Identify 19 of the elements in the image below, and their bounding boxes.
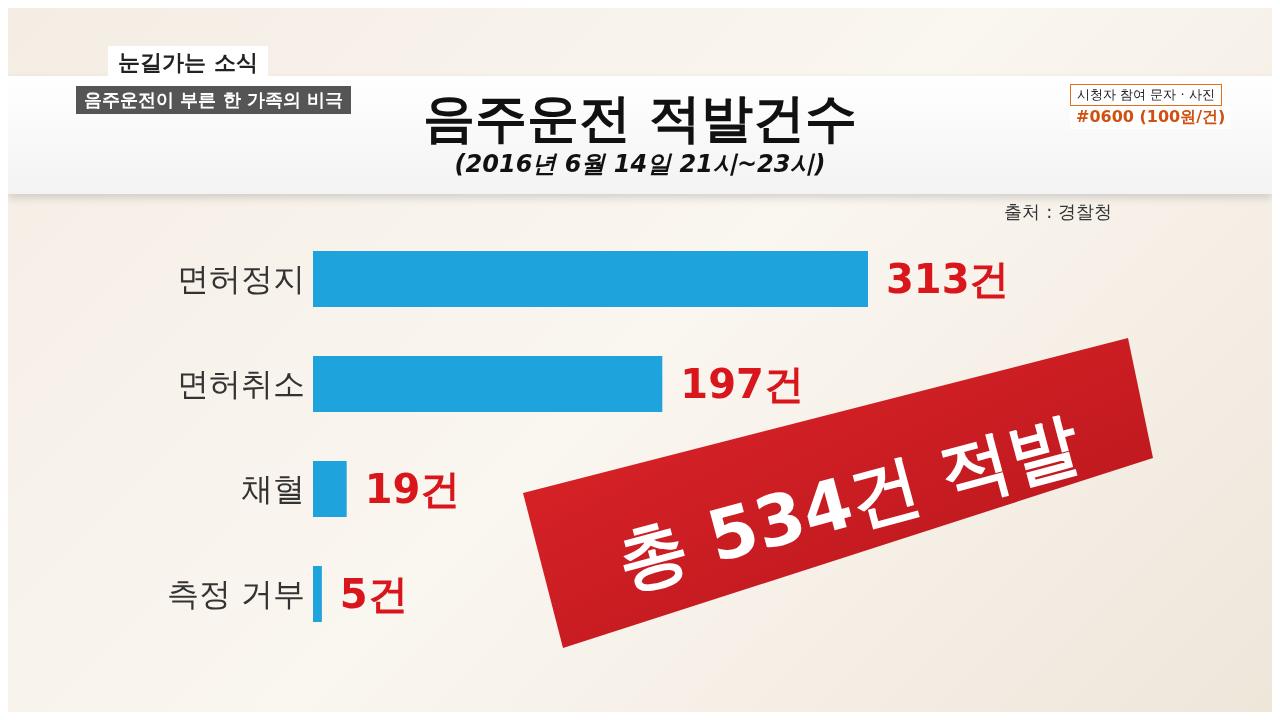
text: 음주운전이 부른 한 가족의 비극 [76, 86, 352, 114]
text: 눈길가는 소식 [108, 46, 268, 80]
bar [313, 251, 868, 307]
text: 시청자 참여 문자 · 사진 [1070, 84, 1222, 106]
bar [313, 461, 347, 517]
y-tick-label: 채혈 [241, 469, 305, 508]
source-note: 출처 : 경찰청 [1004, 200, 1112, 224]
data-label: 19건 [364, 466, 461, 513]
bar [313, 566, 322, 622]
chart-title: 음주운전 적발건수 [422, 88, 858, 148]
y-tick-label: 측정 거부 [166, 574, 305, 613]
chart-subtitle: (2016년 6월 14일 21시~23시) [453, 149, 827, 180]
data-label: 5건 [339, 571, 408, 618]
text: #0600 (100원/건) [1070, 106, 1232, 129]
y-tick-label: 면허취소 [177, 364, 305, 403]
data-label: 313건 [886, 256, 1010, 303]
data-label: 197건 [680, 361, 804, 408]
y-tick-label: 면허정지 [177, 259, 305, 298]
bar [313, 356, 663, 412]
